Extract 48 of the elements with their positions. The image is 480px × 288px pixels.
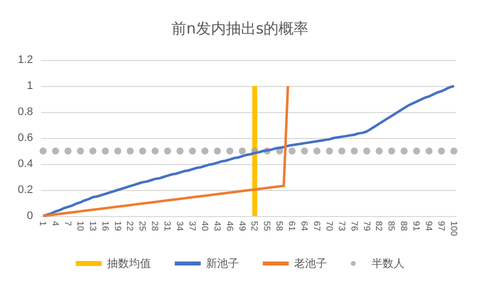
x-tick-label: 19: [112, 221, 123, 232]
x-tick-label: 79: [362, 221, 372, 232]
x-tick-label: 22: [125, 221, 136, 232]
x-tick-label: 82: [374, 221, 384, 232]
y-tick-label: 0.4: [18, 158, 33, 170]
x-tick-label: 4: [50, 221, 61, 226]
x-tick-label: 52: [250, 221, 260, 232]
x-tick-label: 94: [424, 221, 434, 232]
legend-label: 老池子: [294, 257, 327, 270]
chart-title: 前n发内抽出s的概率: [171, 20, 309, 38]
legend-label: 抽数均值: [106, 257, 151, 270]
x-tick-label: 97: [436, 221, 446, 232]
x-tick-label: 49: [237, 221, 248, 232]
x-tick-label: 61: [287, 221, 298, 232]
x-tick-label: 76: [349, 221, 360, 232]
x-tick-label: 73: [336, 221, 347, 232]
y-tick-label: 1: [26, 80, 33, 92]
x-tick-label: 25: [138, 221, 148, 232]
x-tick-label: 28: [150, 221, 160, 232]
x-tick-label: 85: [386, 221, 397, 232]
x-tick-label: 40: [200, 221, 210, 232]
x-tick-label: 64: [300, 221, 310, 232]
y-tick-label: 1.2: [18, 54, 33, 66]
y-tick-label: 0.2: [18, 184, 33, 196]
x-tick-label: 58: [274, 221, 285, 232]
line-series: [42, 84, 456, 218]
x-tick-label: 1: [38, 221, 48, 226]
legend-label: 半数人: [371, 257, 404, 270]
x-tick-label: 46: [224, 221, 235, 232]
legend-label: 新池子: [206, 257, 239, 270]
y-tick-label: 0: [26, 210, 33, 222]
x-tick-label: 100: [448, 221, 459, 236]
x-tick-label: 70: [324, 221, 334, 232]
x-tick-label: 13: [88, 221, 98, 232]
x-tick-label: 37: [187, 221, 198, 232]
x-tick-label: 31: [162, 221, 173, 232]
x-tick-label: 88: [399, 221, 410, 232]
x-tick-label: 7: [62, 221, 73, 226]
y-tick-label: 0.8: [18, 106, 33, 118]
x-tick-label: 34: [175, 221, 186, 232]
x-tick-label: 55: [262, 221, 272, 232]
y-tick-label: 0.6: [18, 132, 33, 144]
x-tick-label: 43: [212, 221, 222, 232]
line-series: [42, 84, 290, 218]
x-tick-label: 16: [100, 221, 110, 232]
x-tick-label: 67: [312, 221, 322, 232]
x-tick-label: 91: [412, 221, 422, 232]
x-tick-label: 10: [75, 221, 86, 232]
